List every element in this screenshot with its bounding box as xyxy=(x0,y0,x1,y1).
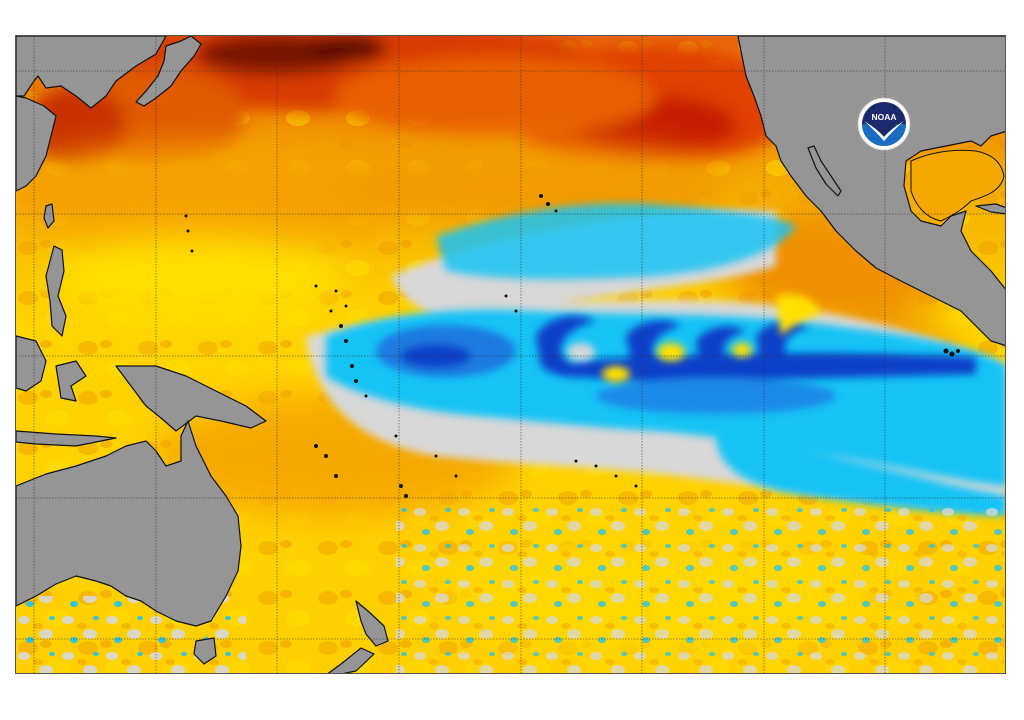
landmasses xyxy=(16,36,1005,673)
warm-wave-pockets xyxy=(567,294,821,382)
land-taiwan xyxy=(43,203,55,229)
sst-anomaly-map: NOAA xyxy=(15,35,1006,674)
pacific-islands xyxy=(184,194,960,498)
north-pacific-warm-anomaly xyxy=(26,36,796,166)
land-baja-california xyxy=(807,145,842,197)
cold-core-anomaly xyxy=(376,316,976,414)
land-new-zealand-south xyxy=(327,647,375,673)
noaa-logo-icon: NOAA xyxy=(857,97,911,151)
southern-speckle xyxy=(396,506,1005,673)
land-north-america xyxy=(737,36,1005,347)
land-china-coast xyxy=(16,95,57,192)
land-new-zealand-north xyxy=(355,600,389,647)
grid-lines xyxy=(16,36,1005,673)
land-east-asia xyxy=(16,36,167,109)
noaa-logo-text: NOAA xyxy=(871,112,896,122)
gulf-of-mexico xyxy=(910,149,1005,222)
land-philippines xyxy=(45,245,67,337)
land-australia xyxy=(16,420,242,627)
map-canvas xyxy=(16,36,1005,673)
land-new-guinea xyxy=(115,365,267,432)
land-borneo xyxy=(16,335,47,392)
land-sulawesi xyxy=(55,360,87,402)
land-cuba xyxy=(975,203,1005,215)
land-java-timor xyxy=(16,430,117,447)
land-tasmania xyxy=(193,637,217,665)
